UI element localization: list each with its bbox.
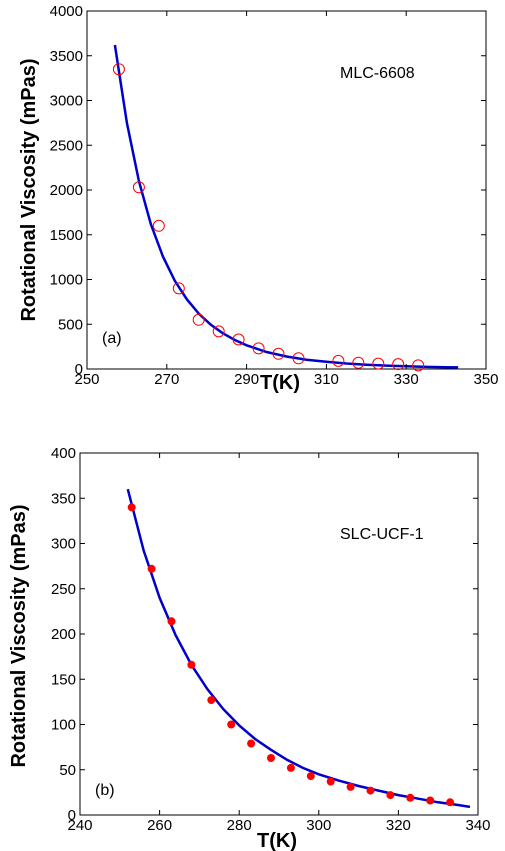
chart-b: 240 260 280 300 320 340 0 50 100 150 200 250 300 350 4… [8, 445, 491, 851]
x-tick-label: 320 [386, 817, 411, 834]
data-point [352, 356, 365, 369]
marks-group [112, 44, 459, 372]
x-tick-label: 270 [154, 371, 179, 388]
data-point [212, 325, 225, 338]
panel-label: (a) [102, 330, 122, 347]
data-point [152, 219, 165, 232]
x-axis-title: T(K) [257, 830, 297, 851]
y-tick-label: 250 [51, 581, 76, 598]
data-point [292, 352, 305, 365]
y-tick-label: 0 [75, 361, 83, 378]
fit-curve [113, 44, 459, 369]
y-tick-label: 2500 [50, 137, 83, 154]
data-point [306, 772, 315, 781]
data-point [406, 793, 415, 802]
x-tick-label: 300 [306, 817, 331, 834]
x-tick-label: 310 [314, 371, 339, 388]
y-tick-label: 100 [51, 717, 76, 734]
data-point [192, 313, 205, 326]
y-tick-label: 4000 [50, 3, 83, 20]
x-tick-label: 280 [227, 817, 252, 834]
y-axis-title: Rotational Viscosity (mPas) [18, 58, 40, 321]
data-point [386, 791, 395, 800]
x-tick-label: 350 [473, 371, 498, 388]
plot-frame [79, 452, 479, 816]
x-axis-title: T(K) [260, 372, 300, 394]
data-point [187, 660, 196, 669]
y-tick-label: 50 [59, 762, 76, 779]
y-tick-label: 3000 [50, 93, 83, 110]
data-point [167, 617, 176, 626]
y-tick-label: 350 [51, 490, 76, 507]
y-tick-label: 0 [68, 807, 76, 824]
data-point [112, 63, 125, 76]
data-point [127, 503, 136, 512]
data-point [252, 342, 265, 355]
y-tick-label: 2000 [50, 182, 83, 199]
x-tick-label: 260 [147, 817, 172, 834]
data-point [372, 357, 385, 370]
y-tick-label: 300 [51, 536, 76, 553]
data-point [332, 354, 345, 367]
x-tick-label: 240 [67, 817, 92, 834]
data-point [132, 181, 145, 194]
data-point [346, 782, 355, 791]
ticks-group: 250 270 290 310 330 3500500100015002000250030… [50, 3, 499, 388]
y-tick-label: 200 [51, 626, 76, 643]
x-tick-label: 330 [394, 371, 419, 388]
x-tick-label: 290 [234, 371, 259, 388]
data-point [426, 796, 435, 805]
y-tick-label: 1500 [50, 227, 83, 244]
x-tick-label: 250 [74, 371, 99, 388]
plot-frame [86, 10, 487, 370]
y-axis-title: Rotational Viscosity (mPas) [8, 504, 30, 767]
y-tick-label: 400 [51, 445, 76, 462]
data-point [247, 739, 256, 748]
data-point [446, 798, 455, 807]
chart-a: 250 270 290 310 330 3500500100015002000250030… [18, 3, 499, 394]
y-tick-label: 1000 [50, 272, 83, 289]
marks-group [126, 488, 471, 809]
data-point [366, 786, 375, 795]
data-point [326, 777, 335, 786]
y-tick-label: 500 [58, 316, 83, 333]
x-tick-label: 340 [465, 817, 490, 834]
data-point [267, 754, 275, 762]
data-point [286, 763, 295, 772]
material-label: SLC-UCF-1 [340, 526, 424, 543]
y-tick-label: 3500 [50, 48, 83, 65]
data-point [392, 358, 405, 371]
data-point [272, 347, 285, 360]
data-point [207, 696, 216, 705]
data-point [412, 359, 425, 372]
material-label: MLC-6608 [340, 65, 415, 82]
panel-label: (b) [95, 782, 115, 799]
data-point [227, 720, 236, 729]
data-point [147, 564, 156, 573]
data-point [172, 282, 185, 295]
data-point [232, 333, 245, 346]
y-tick-label: 150 [51, 671, 76, 688]
ticks-group: 240 260 280 300 320 340 0 50 100 150 200 250 300 350 4… [51, 445, 491, 834]
